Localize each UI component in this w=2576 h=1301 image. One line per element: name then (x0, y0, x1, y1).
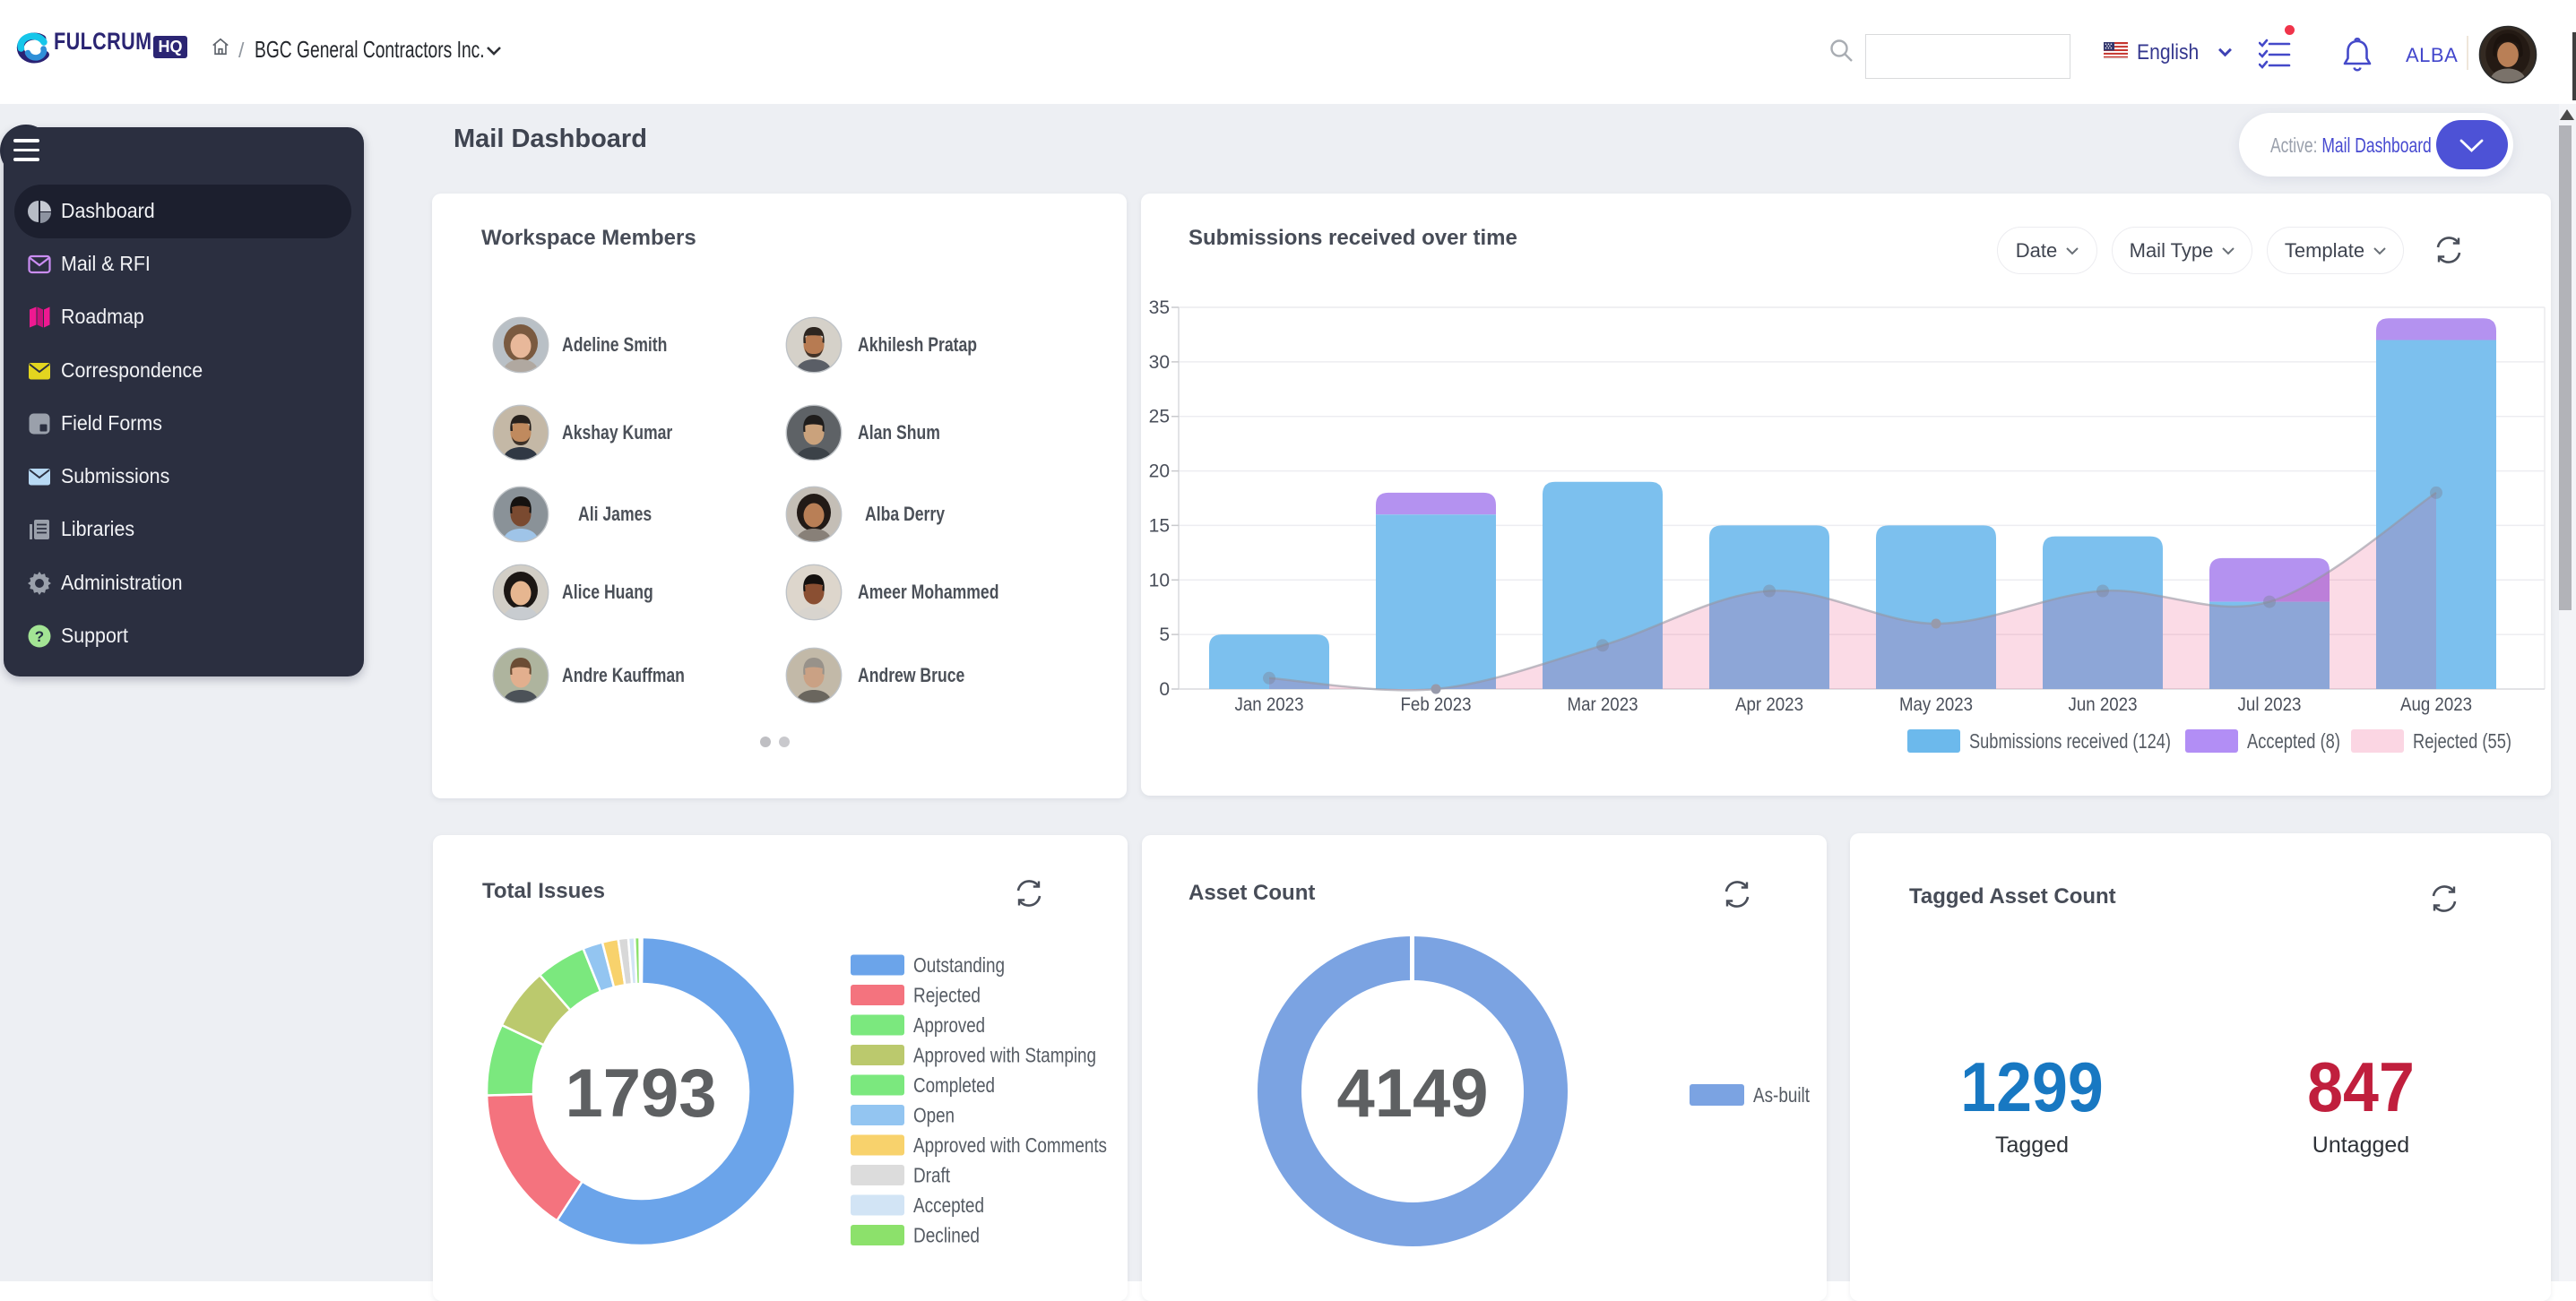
svg-text:Approved: Approved (913, 1013, 985, 1037)
svg-text:Jan 2023: Jan 2023 (1235, 694, 1304, 715)
svg-text:Completed: Completed (913, 1073, 995, 1097)
svg-text:10: 10 (1149, 570, 1170, 590)
svg-text:15: 15 (1149, 515, 1170, 536)
svg-text:Outstanding: Outstanding (913, 953, 1005, 977)
svg-text:Rejected: Rejected (913, 984, 981, 1007)
svg-text:As-built: As-built (1753, 1083, 1810, 1107)
svg-text:Approved with Comments: Approved with Comments (913, 1133, 1107, 1157)
svg-text:Accepted: Accepted (913, 1193, 984, 1217)
svg-text:Mar 2023: Mar 2023 (1568, 694, 1638, 715)
svg-text:Jul 2023: Jul 2023 (2238, 694, 2302, 715)
svg-text:30: 30 (1149, 352, 1170, 373)
svg-text:Aug 2023: Aug 2023 (2400, 694, 2472, 715)
svg-text:Feb 2023: Feb 2023 (1401, 694, 1472, 715)
svg-text:Approved with Stamping: Approved with Stamping (913, 1044, 1096, 1067)
svg-text:Declined: Declined (913, 1224, 980, 1247)
svg-text:Apr 2023: Apr 2023 (1735, 694, 1803, 715)
svg-text:Rejected (55): Rejected (55) (2413, 729, 2511, 753)
svg-text:Draft: Draft (913, 1164, 950, 1187)
svg-text:Jun 2023: Jun 2023 (2069, 694, 2138, 715)
svg-text:Submissions received (124): Submissions received (124) (1969, 729, 2171, 753)
svg-text:20: 20 (1149, 461, 1170, 482)
svg-text:?: ? (35, 628, 44, 645)
svg-text:May 2023: May 2023 (1899, 694, 1973, 715)
svg-text:Open: Open (913, 1104, 955, 1127)
svg-text:0: 0 (1159, 679, 1170, 700)
svg-text:25: 25 (1149, 407, 1170, 427)
svg-text:35: 35 (1149, 297, 1170, 318)
svg-text:Accepted (8): Accepted (8) (2247, 729, 2340, 753)
svg-text:5: 5 (1159, 625, 1170, 645)
